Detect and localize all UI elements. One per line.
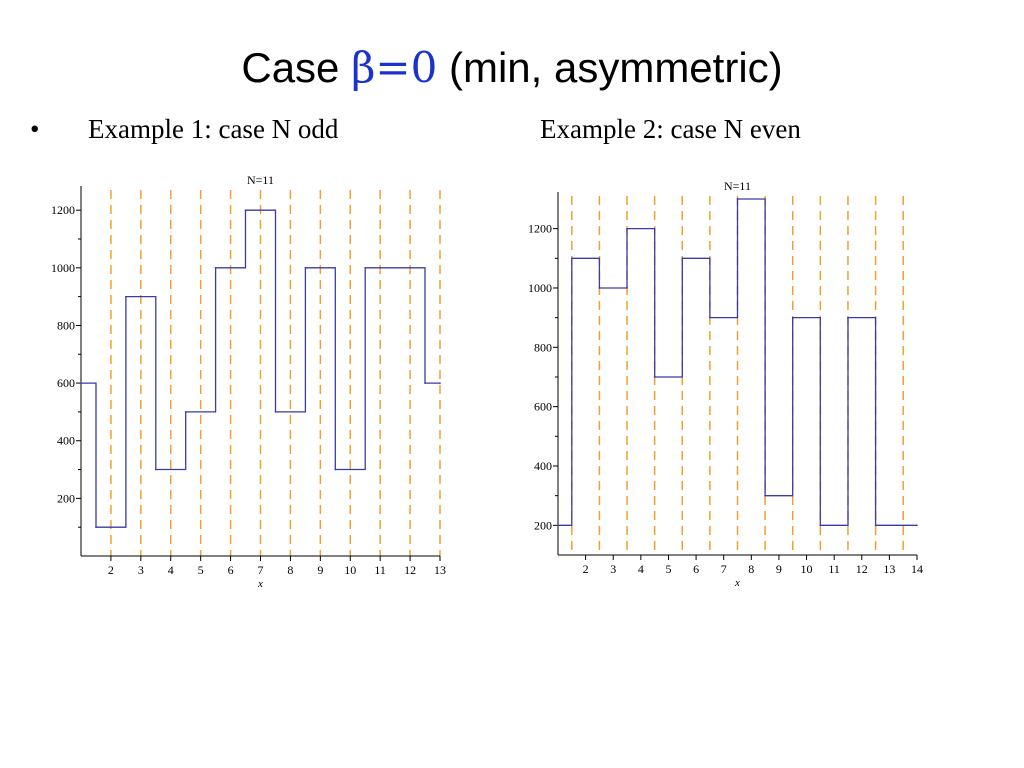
step-point	[244, 209, 247, 211]
step-point	[709, 316, 711, 319]
x-tick-label: 6	[228, 563, 234, 577]
step-point	[653, 376, 656, 378]
title-suffix: (min, asymmetric)	[448, 44, 783, 91]
step-point	[364, 267, 367, 269]
x-tick-label: 9	[317, 563, 323, 577]
x-tick-label: 5	[665, 562, 671, 576]
x-tick-label: 11	[828, 562, 840, 576]
title-beta: β=0	[351, 43, 438, 92]
x-tick-label: 2	[108, 563, 114, 577]
step-point	[819, 524, 822, 527]
step-series-line	[558, 198, 917, 526]
step-point	[874, 524, 877, 527]
step-point	[95, 526, 97, 528]
x-tick-label: 7	[721, 562, 727, 576]
step-point	[791, 316, 794, 319]
x-axis-label: x	[257, 578, 263, 590]
y-tick-label: 1000	[528, 281, 552, 295]
y-tick-label: 800	[534, 340, 552, 354]
title-prefix: Case	[241, 44, 340, 91]
step-point	[626, 227, 628, 230]
y-tick-label: 200	[534, 518, 552, 532]
x-tick-label: 12	[404, 563, 416, 577]
bullet-icon: •	[30, 114, 40, 144]
step-point	[736, 198, 739, 200]
step-point	[154, 468, 157, 471]
x-tick-label: 12	[856, 562, 868, 576]
chart-title: N=11	[247, 173, 274, 187]
example1-label: Example 1: case N odd	[88, 114, 339, 144]
x-tick-label: 4	[638, 562, 644, 576]
x-tick-label: 13	[434, 563, 446, 577]
y-tick-label: 200	[57, 491, 75, 505]
bullet-row: • Example 1: case N odd Example 2: case …	[0, 114, 1024, 154]
step-point	[598, 287, 601, 289]
step-point	[80, 382, 82, 384]
step-point	[125, 295, 127, 298]
step-point	[184, 411, 187, 413]
step-point	[424, 382, 426, 384]
x-tick-label: 9	[776, 562, 782, 576]
step-point	[274, 411, 277, 413]
y-tick-label: 800	[57, 318, 75, 332]
x-tick-label: 6	[693, 562, 699, 576]
x-tick-label: 14	[911, 562, 923, 576]
y-tick-label: 400	[57, 434, 75, 448]
x-tick-label: 11	[374, 563, 386, 577]
step-point	[764, 494, 766, 497]
x-axis-label: x	[734, 577, 740, 589]
step-point	[557, 524, 559, 527]
x-tick-label: 5	[198, 563, 204, 577]
x-tick-label: 10	[801, 562, 813, 576]
x-tick-label: 8	[748, 562, 754, 576]
x-tick-label: 4	[168, 563, 174, 577]
step-point	[916, 524, 918, 527]
step-point	[847, 316, 849, 319]
example2-label: Example 2: case N even	[540, 114, 801, 144]
x-tick-label: 3	[610, 562, 616, 576]
y-tick-label: 600	[57, 376, 75, 390]
step-series-line	[81, 209, 440, 528]
y-tick-label: 1200	[528, 222, 552, 236]
step-point	[681, 257, 684, 260]
x-tick-label: 3	[138, 563, 144, 577]
step-point	[571, 257, 573, 260]
y-tick-label: 1200	[51, 203, 75, 217]
x-tick-label: 2	[583, 562, 589, 576]
x-tick-label: 7	[258, 563, 264, 577]
chart-title: N=11	[724, 179, 751, 193]
x-tick-label: 10	[344, 563, 356, 577]
step-point	[334, 468, 337, 471]
y-tick-label: 400	[534, 459, 552, 473]
slide-title: Case β=0 (min, asymmetric)	[0, 38, 1024, 98]
chart-example-2: N=11 200 400 600 800 1000 1200 2 3 4 5 6 7 8 9 10 11 12 13…	[528, 179, 923, 589]
step-point	[214, 267, 217, 269]
step-point	[439, 382, 441, 384]
chart-example-1: N=11 200 400 600 800 1000 1200 2 3 4 5 6 7 8 9 10 11 12 13…	[51, 173, 446, 590]
y-tick-label: 600	[534, 400, 552, 414]
y-tick-label: 1000	[51, 261, 75, 275]
step-point	[304, 267, 307, 269]
x-tick-label: 8	[287, 563, 293, 577]
x-tick-label: 13	[883, 562, 895, 576]
